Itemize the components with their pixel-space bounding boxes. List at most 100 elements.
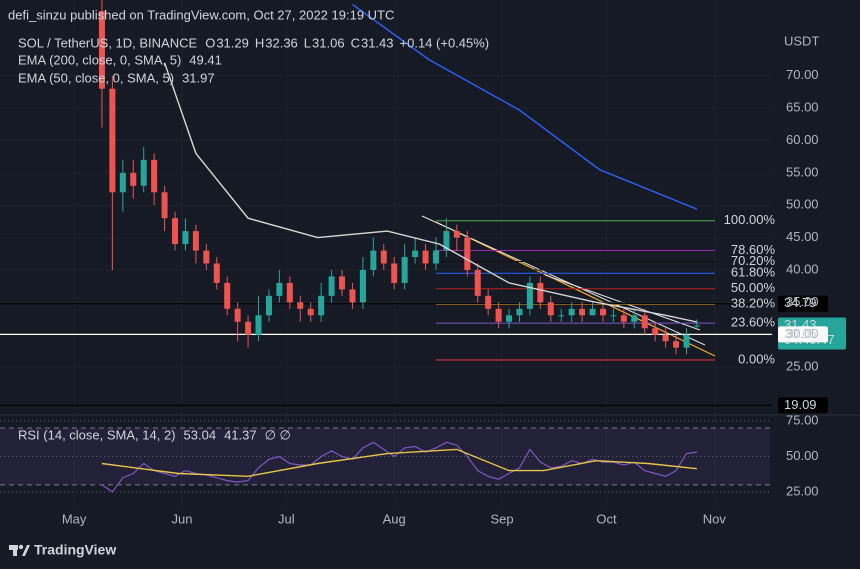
candle-body [558,315,565,317]
candle-body [380,250,387,264]
price-label: 34.79 [784,295,817,310]
candle-body [610,315,617,317]
fib-label: 61.80% [731,265,776,280]
fib-label: 78.60% [731,242,776,257]
candle-body [620,315,627,322]
candle-body [432,250,439,264]
legend-text: +0.14 (+0.45%) [400,35,490,50]
candle-body [506,315,513,322]
candle-body [453,231,460,238]
y-tick-label: 25.00 [786,359,819,374]
legend-text: L [304,35,311,50]
candle-body [391,263,398,283]
candle-body [516,308,523,316]
candle-body [422,250,429,264]
fib-label: 0.00% [738,351,775,366]
legend-text: 41.37 [224,427,257,442]
candle-body [98,11,105,89]
legend-text: 31.97 [182,70,215,85]
candle-body [307,308,314,316]
price-label: 30.05 [784,326,817,341]
candle-body [161,192,168,219]
candle-body [151,159,158,193]
candle-body [547,302,554,316]
ema-line [163,62,698,323]
legend-text: 49.41 [189,52,222,67]
y-tick-label: 45.00 [786,229,819,244]
rsi-tick-label: 50.00 [786,448,819,463]
candle-body [474,269,481,296]
y-tick-label: 30.00 [786,326,819,341]
candle-body [370,250,377,270]
price-pane [0,0,772,406]
candle-body [328,276,335,296]
candle-body [662,334,669,342]
price-label-box [778,326,828,343]
candle-body [182,231,189,245]
candle-body [526,282,533,309]
fib-label: 38.20% [731,296,776,311]
candle-body [172,218,179,245]
candle-body [631,315,638,322]
x-tick-label: Sep [491,511,514,526]
y-tick-label: 40.00 [786,261,819,276]
ema-line [352,3,698,210]
candle-body [641,315,648,329]
legend-text: RSI (14, close, SMA, 14, 2) [18,427,176,442]
x-tick-label: Nov [703,511,727,526]
candle-body [213,263,220,283]
price-label-box [778,295,828,312]
rsi-tick-label: 75.00 [786,412,819,427]
price-label-box [778,397,828,414]
y-tick-label: 65.00 [786,100,819,115]
legend-text: H [255,35,264,50]
candle-body [652,328,659,335]
y-tick-label: 50.00 [786,197,819,212]
legend-text: 31.06 [312,35,345,50]
x-tick-label: Jul [278,511,295,526]
candle-body [359,269,366,303]
y-tick-label: 70.00 [786,67,819,82]
y-tick-label: 35.00 [786,294,819,309]
legend-text: ∅ ∅ [265,427,291,442]
candle-body [140,159,147,186]
candle-body [495,308,502,322]
rsi-tick-label: 25.00 [786,483,819,498]
candle-body [339,276,346,290]
candle-body [192,231,199,251]
legend-text: EMA (50, close, 0, SMA, 5) [18,70,174,85]
logo [9,544,30,556]
fib-label: 50.00% [731,280,776,295]
x-tick-label: Aug [383,511,406,526]
candle-body [401,257,408,283]
candle-body [693,325,700,327]
x-tick-label: Oct [596,511,617,526]
y-tick-label: 60.00 [786,132,819,147]
candle-body [579,308,586,316]
fib-label: 23.60% [731,315,776,330]
fib-label: 100.00% [724,212,776,227]
rsi-pane [0,420,770,493]
candle-body [265,295,272,316]
legend-text: 31.29 [216,35,249,50]
candle-body [130,172,137,186]
candle-body [234,308,241,322]
publisher: defi_sinzu published on TradingView.com,… [8,7,394,22]
candle-body [443,231,450,251]
candle-body [318,295,325,316]
x-tick-label: May [62,511,87,526]
legend-text: O [205,35,215,50]
rsi-sma-line [101,448,697,478]
legend-text: EMA (200, close, 0, SMA, 5) [18,52,181,67]
candle-body [589,308,596,316]
legend-text: 31.43 [361,35,394,50]
candle-body [349,289,356,303]
candle-body [464,237,471,270]
candle-body [568,308,575,316]
candle-body [286,282,293,303]
candle-body [673,341,680,348]
candle-body [297,302,304,309]
price-label: 19.09 [784,397,817,412]
candle-body [203,250,210,264]
